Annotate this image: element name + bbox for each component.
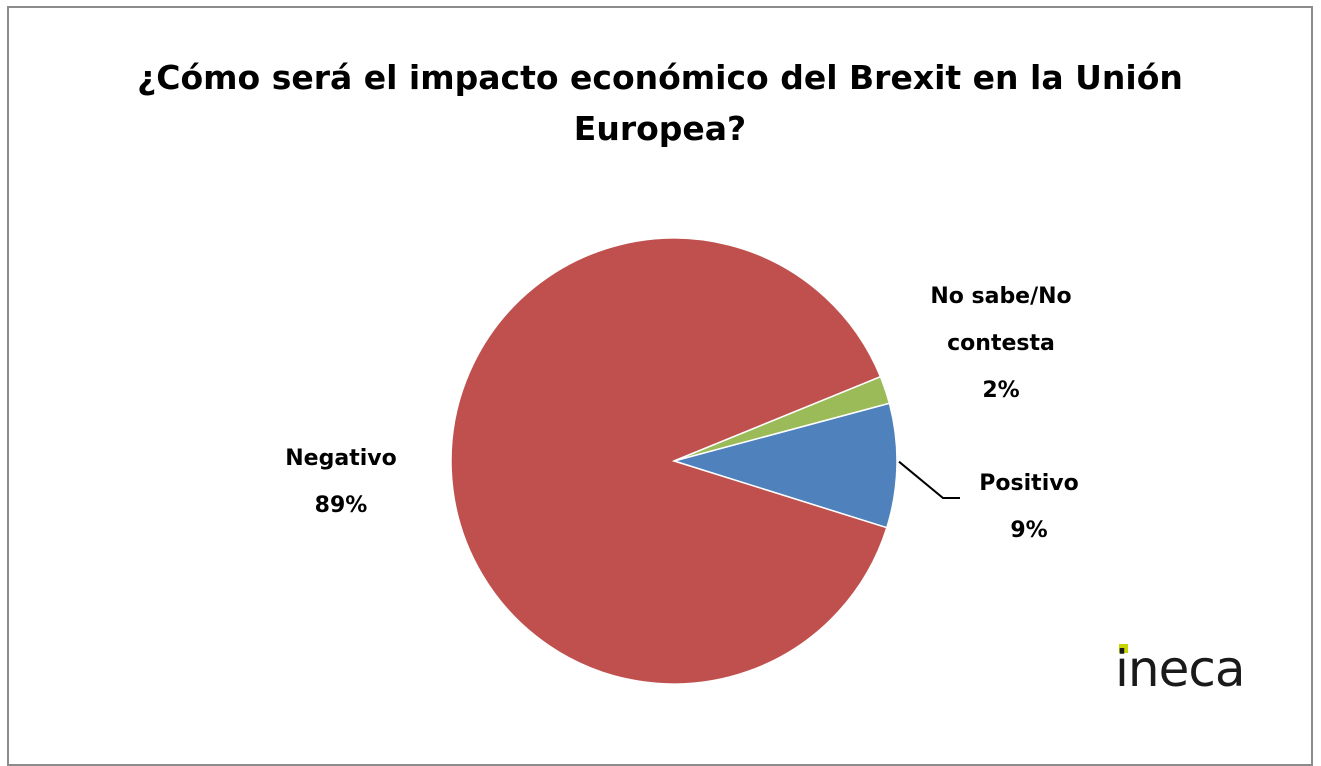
logo-text: ineca <box>1115 640 1245 698</box>
pie-slice-no-sabe-no-contesta <box>673 375 891 462</box>
leader-line-positivo <box>898 460 960 499</box>
pie-slice-negativo <box>450 237 888 685</box>
data-label-positivo: Positivo 9% <box>979 471 1078 543</box>
chart-title: ¿Cómo será el impacto económico del Brex… <box>137 58 1183 148</box>
data-label-no-sabe-no-contesta: No sabe/No contesta 2% <box>930 284 1071 403</box>
logo-accent-dot <box>1119 644 1128 653</box>
data-label-negativo: Negativo 89% <box>285 446 396 518</box>
pie-slice-positivo <box>671 402 898 529</box>
ineca-logo: ineca <box>1115 640 1275 704</box>
